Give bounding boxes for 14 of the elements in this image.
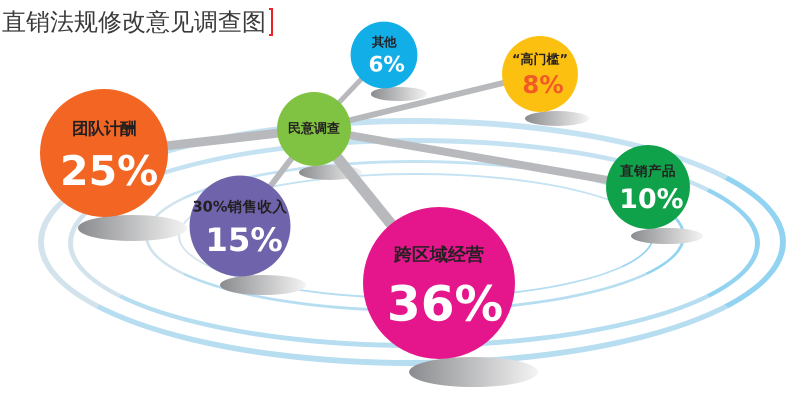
category-label: 其他: [371, 35, 397, 50]
data-label: 10%: [619, 184, 684, 215]
category-label: 直销产品: [619, 162, 676, 180]
category-label: 30%销售收入: [192, 198, 288, 216]
data-label: 6%: [368, 52, 405, 78]
data-label: 36%: [386, 276, 504, 333]
category-label: 团队计酬: [72, 119, 136, 138]
data-label: 25%: [60, 146, 158, 195]
data-label: 8%: [522, 70, 564, 99]
text: 民意调查: [288, 120, 340, 136]
category-label: “高门槛”: [512, 52, 568, 68]
data-label: 15%: [205, 221, 283, 260]
category-label: 跨区域经营: [393, 244, 484, 266]
text: 直销法规修改意见调查图: [2, 8, 266, 36]
